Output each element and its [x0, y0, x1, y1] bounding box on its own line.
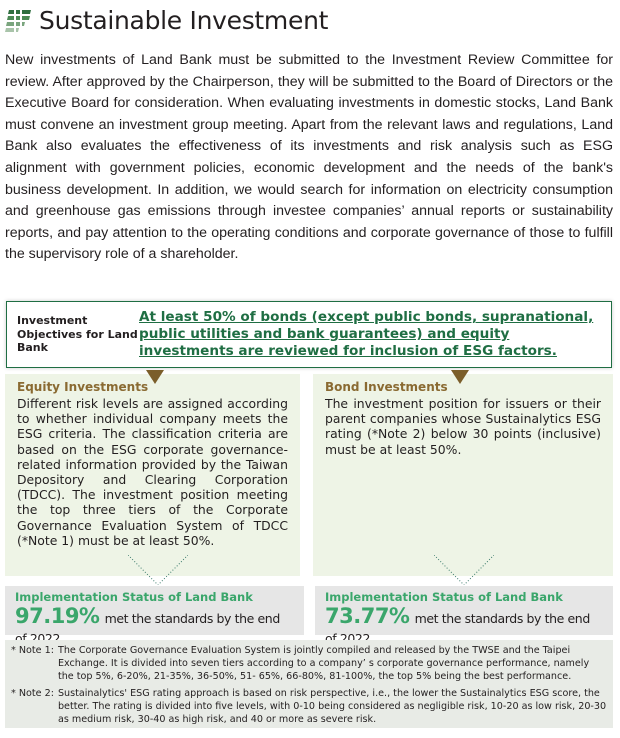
note-text: The Corporate Governance Evaluation Syst…	[57, 645, 590, 683]
page-header: Sustainable Investment	[5, 6, 328, 35]
objectives-box: Investment Objectives for Land Bank At l…	[6, 301, 612, 368]
equity-title: Equity Investments	[17, 380, 149, 394]
page-title: Sustainable Investment	[39, 6, 329, 35]
bond-status: Implementation Status of Land Bank 73.77…	[315, 586, 613, 646]
note-label: * Note 1:	[11, 645, 54, 656]
arrow-down-icon	[146, 370, 164, 384]
bond-text: The investment position for issuers or t…	[325, 396, 601, 457]
bond-status-title: Implementation Status of Land Bank	[325, 590, 563, 604]
equity-status-title: Implementation Status of Land Bank	[15, 590, 253, 604]
dotted-chevron-icon	[128, 555, 188, 585]
bond-percentage: 73.77%	[325, 604, 410, 628]
bond-panel: Bond Investments The investment position…	[313, 374, 613, 576]
dotted-chevron-icon	[434, 555, 494, 585]
note-text: Sustainalytics' ESG rating approach is b…	[57, 687, 607, 726]
equity-text: Different risk levels are assigned accor…	[17, 396, 288, 548]
notes-section: * Note 1: The Corporate Governance Evalu…	[5, 640, 613, 728]
equity-panel: Equity Investments Different risk levels…	[5, 374, 300, 576]
equity-percentage: 97.19%	[15, 604, 100, 628]
note-2: * Note 2: Sustainalytics' ESG rating app…	[11, 687, 607, 727]
arrow-down-icon	[451, 370, 469, 384]
logo-icon	[5, 9, 31, 32]
intro-paragraph: New investments of Land Bank must be sub…	[5, 52, 613, 263]
note-1: * Note 1: The Corporate Governance Evalu…	[11, 644, 607, 684]
objectives-text: At least 50% of bonds (except public bon…	[139, 309, 594, 359]
equity-status: Implementation Status of Land Bank 97.19…	[5, 586, 304, 646]
bond-title: Bond Investments	[325, 380, 448, 394]
objectives-label: Investment Objectives for Land Bank	[17, 314, 138, 355]
note-label: * Note 2:	[11, 687, 54, 699]
